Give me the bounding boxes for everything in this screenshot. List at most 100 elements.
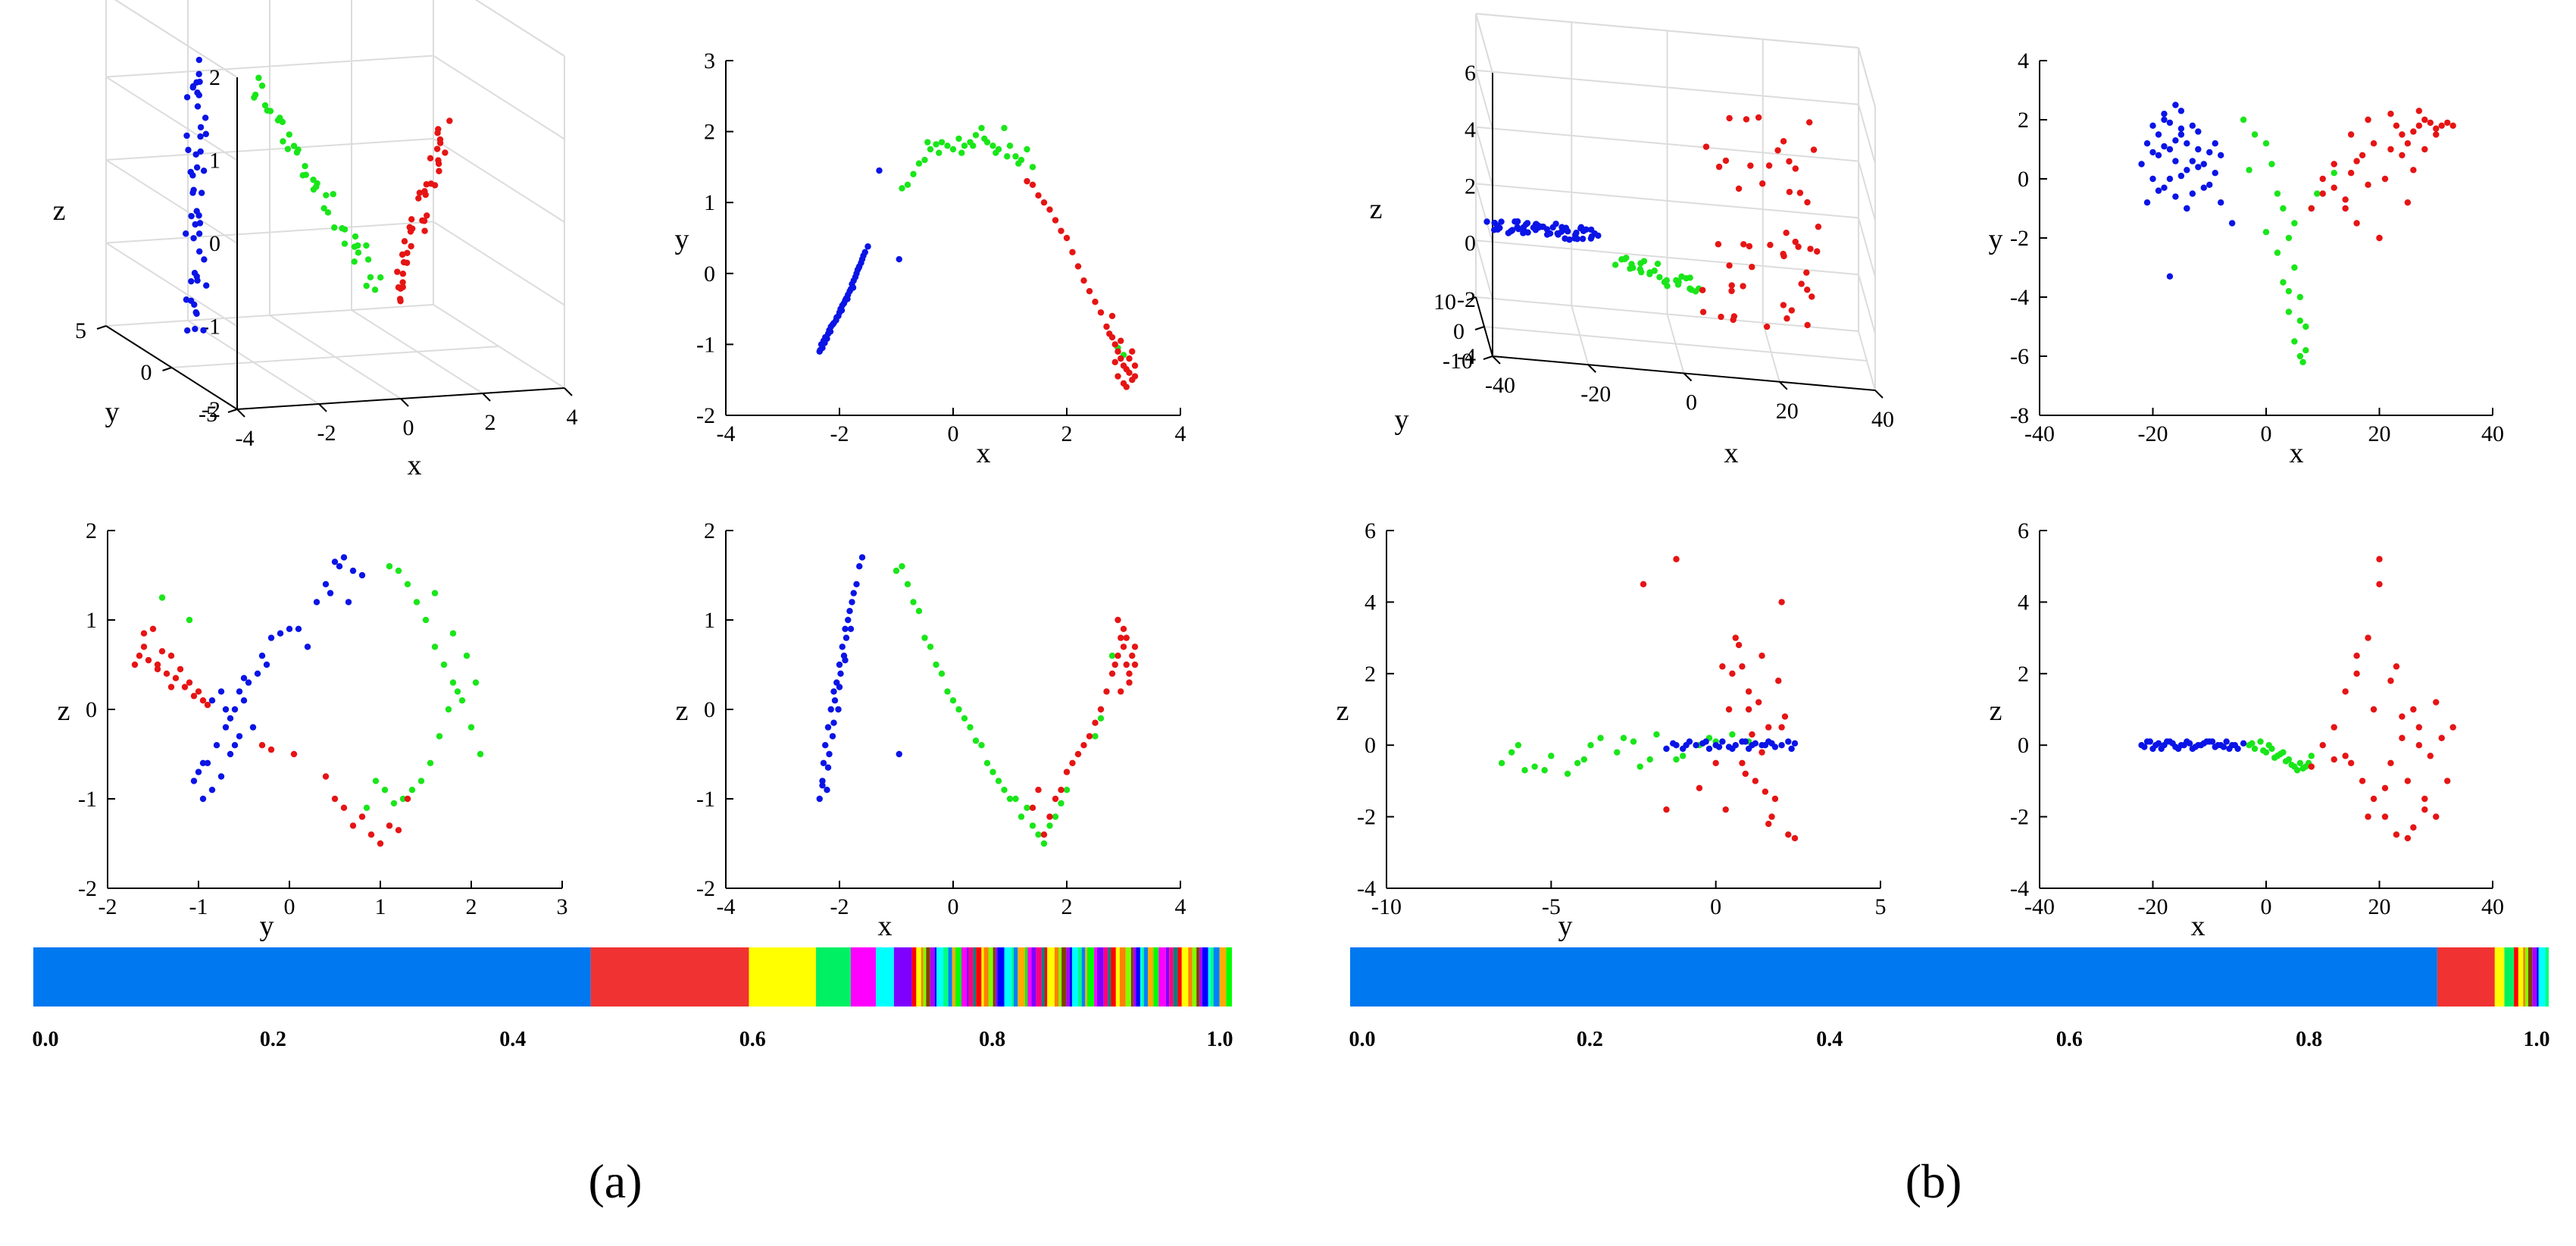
data-point-red [1762, 788, 1769, 795]
data-point-red [154, 665, 161, 673]
bar-segment [893, 947, 912, 1007]
data-point-red [2353, 670, 2360, 677]
data-point-red [1040, 831, 1048, 838]
data-point-blue [845, 616, 852, 624]
data-point-blue [858, 554, 866, 561]
wall-grid-line [1858, 218, 1876, 277]
data-point-green [2260, 747, 2267, 754]
data-point-red [2404, 834, 2412, 842]
data-point-green [363, 804, 370, 812]
data-point-green [395, 567, 402, 574]
data-point-red [1767, 241, 1774, 249]
bar-stripe [1213, 947, 1220, 1007]
data-point-red [1035, 192, 1042, 199]
data-point-blue [188, 212, 195, 220]
data-point-red [2438, 734, 2445, 741]
wall-grid-line [1475, 70, 1493, 130]
data-point-blue [1705, 745, 1713, 753]
z-tick-label: 2 [209, 65, 220, 90]
data-point-green [1046, 822, 1053, 829]
data-point-blue [202, 130, 210, 138]
data-point-red [2353, 653, 2360, 659]
x-tick-mark [482, 393, 491, 402]
x-tick-label: -20 [2138, 894, 2168, 919]
data-point-red [2404, 778, 2412, 784]
y-tick-label: -1 [78, 787, 97, 812]
data-point-blue [1729, 745, 1736, 753]
data-point-green [1654, 260, 1662, 268]
x-tick-label: 0 [948, 421, 959, 446]
bar-segment [749, 947, 817, 1007]
data-point-red [1131, 373, 1139, 380]
data-point-green [417, 778, 425, 784]
data-point-red [2359, 152, 2366, 158]
data-point-red [399, 270, 407, 277]
data-point-red [1765, 820, 1772, 828]
y-tick-label: -5 [199, 402, 217, 427]
data-point-green [427, 759, 434, 766]
data-point-blue [1588, 233, 1596, 240]
data-point-red [1798, 280, 1805, 287]
data-point-blue [896, 255, 902, 263]
bar-segment [33, 947, 591, 1007]
data-point-red [421, 188, 428, 195]
data-point-blue [819, 778, 826, 784]
data-point-red [2410, 706, 2417, 713]
data-point-green [363, 282, 370, 290]
data-point-blue [1524, 220, 1531, 227]
data-point-green [458, 697, 466, 704]
data-point-green [1015, 160, 1022, 167]
bar-stripe [1024, 947, 1028, 1007]
data-point-blue [861, 249, 868, 255]
data-point-red [2433, 699, 2440, 706]
data-point-red [1774, 147, 1781, 154]
bar-stripe [916, 947, 921, 1007]
data-point-red [1804, 321, 1811, 329]
data-point-blue [2163, 738, 2171, 745]
data-point-red [1046, 813, 1053, 820]
x-tick-mark [400, 398, 409, 407]
data-point-red [1814, 248, 1821, 255]
data-point-red [204, 701, 211, 709]
bar-stripe [2518, 947, 2524, 1007]
data-point-blue [349, 567, 357, 574]
data-point-blue [849, 284, 857, 291]
bar-stripe [2545, 947, 2549, 1007]
bar-stripe [1119, 947, 1126, 1007]
data-point-green [323, 192, 330, 199]
data-point-red [158, 648, 166, 655]
wall-grid-line [105, 159, 238, 244]
data-point-red [1745, 706, 1752, 713]
data-point-blue [856, 563, 863, 570]
data-point-red [190, 693, 198, 700]
data-point-red [1058, 787, 1064, 794]
data-point-red [2370, 140, 2377, 147]
data-point-red [2399, 713, 2406, 720]
data-point-red [1783, 230, 1790, 236]
data-point-green [924, 139, 931, 146]
bar-stripe [930, 947, 935, 1007]
bar-stripe [1018, 947, 1025, 1007]
data-point-green [2280, 279, 2287, 286]
data-point-green [2296, 352, 2304, 360]
x-tick-label: 3 [557, 894, 568, 919]
data-point-green [1646, 271, 1653, 277]
data-point-blue [1512, 218, 1518, 225]
data-point-green [899, 563, 905, 570]
bar-stripe [1011, 947, 1014, 1007]
y-tick-label: 0 [141, 360, 152, 385]
data-point-blue [192, 325, 199, 333]
x-tick-label: 0 [403, 415, 414, 440]
data-point-blue [2146, 738, 2153, 745]
bar-stripe [2537, 947, 2539, 1007]
y-tick-label: -8 [2010, 403, 2029, 428]
data-point-green [2299, 358, 2306, 365]
y-tick-label: 0 [86, 697, 97, 722]
data-point-red [415, 195, 422, 202]
bar-stripe [1115, 947, 1120, 1007]
data-point-blue [200, 327, 207, 334]
x-tick-label: 20 [2368, 894, 2391, 919]
data-point-red [2427, 119, 2434, 127]
data-point-red [1786, 189, 1793, 196]
bar-stripe [968, 947, 974, 1007]
